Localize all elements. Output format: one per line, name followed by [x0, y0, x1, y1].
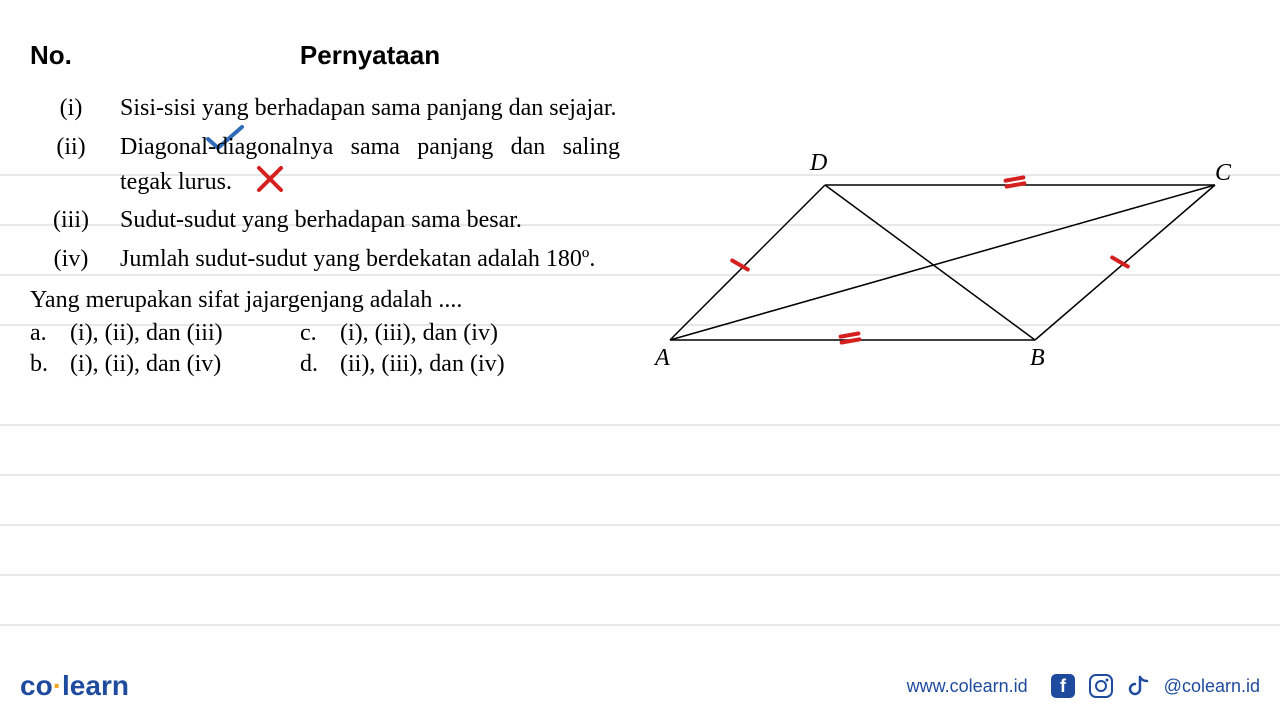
statement-row: (iii) Sudut-sudut yang berhadapan sama b…	[30, 203, 620, 238]
option-b: b. (i), (ii), dan (iv)	[30, 351, 300, 378]
answer-options: a. (i), (ii), dan (iii) c. (i), (iii), d…	[30, 320, 620, 378]
statement-text: Sudut-sudut yang berhadapan sama besar.	[120, 203, 620, 238]
logo-text-pre: co	[20, 670, 53, 701]
footer-right: www.colearn.id f @colearn.id	[907, 673, 1260, 699]
option-a: a. (i), (ii), dan (iii)	[30, 320, 300, 347]
website-url: www.colearn.id	[907, 676, 1028, 697]
facebook-icon: f	[1050, 673, 1076, 699]
header-no: No.	[30, 40, 120, 71]
question-text: Yang merupakan sifat jajargenjang adalah…	[30, 287, 620, 314]
statement-text-content: Sisi-sisi yang berhadapan sama panjang d…	[120, 95, 617, 121]
header-pernyataan: Pernyataan	[120, 40, 620, 71]
svg-text:A: A	[653, 345, 670, 371]
svg-text:C: C	[1215, 160, 1232, 186]
option-text: (ii), (iii), dan (iv)	[340, 351, 505, 378]
question-content: No. Pernyataan (i) Sisi-sisi yang berhad…	[30, 40, 620, 378]
statement-row: (iv) Jumlah sudut-sudut yang berdekatan …	[30, 242, 620, 277]
social-handle: @colearn.id	[1164, 676, 1260, 697]
option-d: d. (ii), (iii), dan (iv)	[300, 351, 600, 378]
colearn-logo: co·learn	[20, 670, 129, 702]
statement-row: (i) Sisi-sisi yang berhadapan sama panja…	[30, 91, 620, 126]
instagram-icon	[1088, 673, 1114, 699]
parallelogram-diagram: A B C D	[640, 140, 1240, 390]
statement-text: Jumlah sudut-sudut yang berdekatan adala…	[120, 242, 620, 277]
table-header: No. Pernyataan	[30, 40, 620, 71]
logo-text-post: learn	[62, 670, 129, 701]
x-icon	[255, 160, 285, 206]
statement-no: (iii)	[30, 203, 120, 238]
option-text: (i), (iii), dan (iv)	[340, 320, 498, 347]
statement-no: (i)	[30, 91, 120, 126]
option-label: a.	[30, 320, 70, 347]
statement-no: (ii)	[30, 130, 120, 200]
option-text: (i), (ii), dan (iii)	[70, 320, 223, 347]
svg-text:D: D	[809, 150, 827, 176]
statement-text-content: Diagonal-diagonalnya sama panjang dan sa…	[120, 134, 620, 195]
statement-text: Diagonal-diagonalnya sama panjang dan sa…	[120, 130, 620, 200]
option-text: (i), (ii), dan (iv)	[70, 351, 221, 378]
statement-no: (iv)	[30, 242, 120, 277]
option-c: c. (i), (iii), dan (iv)	[300, 320, 600, 347]
svg-text:f: f	[1060, 676, 1067, 696]
option-label: d.	[300, 351, 340, 378]
statement-row: (ii) Diagonal-diagonalnya sama panjang d…	[30, 130, 620, 200]
logo-dot: ·	[53, 670, 62, 701]
svg-text:B: B	[1030, 345, 1045, 371]
statement-text: Sisi-sisi yang berhadapan sama panjang d…	[120, 91, 620, 126]
option-label: c.	[300, 320, 340, 347]
tiktok-icon	[1126, 673, 1152, 699]
option-label: b.	[30, 351, 70, 378]
footer: co·learn www.colearn.id f @colearn.id	[0, 666, 1280, 706]
